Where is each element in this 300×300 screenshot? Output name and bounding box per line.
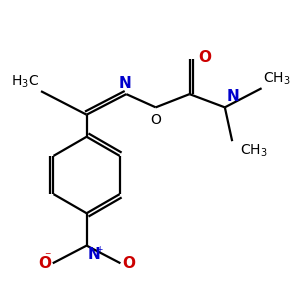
- Text: N: N: [226, 89, 239, 104]
- Text: O: O: [150, 112, 161, 127]
- Text: CH$_3$: CH$_3$: [239, 142, 267, 159]
- Text: $^+$: $^+$: [95, 246, 105, 256]
- Text: N: N: [118, 76, 131, 91]
- Text: O: O: [38, 256, 51, 271]
- Text: O: O: [198, 50, 212, 65]
- Text: $^-$: $^-$: [43, 251, 52, 261]
- Text: O: O: [122, 256, 135, 271]
- Text: H$_3$C: H$_3$C: [11, 73, 40, 90]
- Text: N: N: [88, 247, 101, 262]
- Text: CH$_3$: CH$_3$: [263, 70, 291, 87]
